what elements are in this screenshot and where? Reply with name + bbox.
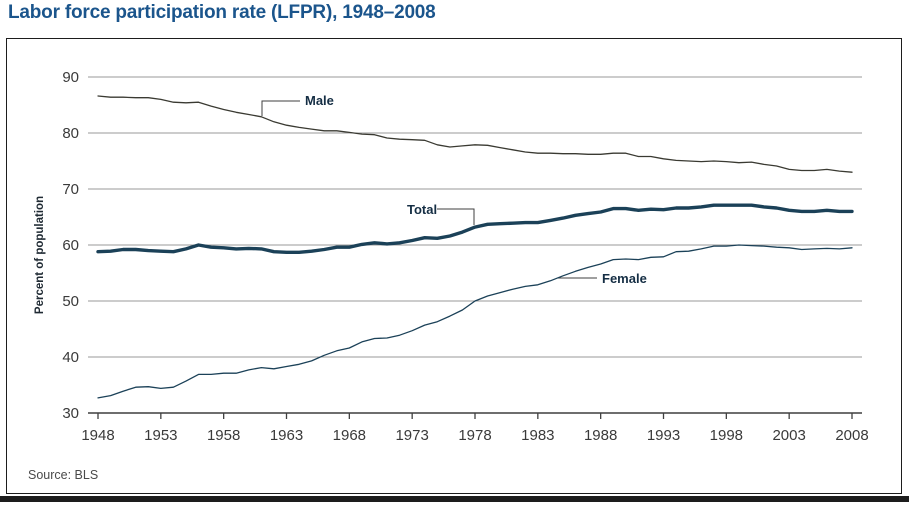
chart-frame bbox=[6, 38, 902, 494]
bottom-rule bbox=[0, 496, 909, 502]
x-tick-label: 1983 bbox=[521, 427, 554, 444]
y-tick-label: 50 bbox=[62, 293, 79, 310]
series-label-female: Female bbox=[602, 271, 647, 286]
x-tick-label: 2003 bbox=[772, 427, 805, 444]
y-tick-label: 30 bbox=[62, 405, 79, 422]
x-tick-label: 1968 bbox=[333, 427, 366, 444]
chart-title: Labor force participation rate (LFPR), 1… bbox=[8, 2, 436, 23]
y-tick-label: 90 bbox=[62, 69, 79, 86]
series-line-total bbox=[96, 203, 854, 255]
y-tick-label: 70 bbox=[62, 181, 79, 198]
y-tick-label: 80 bbox=[62, 125, 79, 142]
x-tick-label: 1993 bbox=[647, 427, 680, 444]
x-tick-label: 1958 bbox=[207, 427, 240, 444]
leader-line-total bbox=[437, 208, 475, 225]
x-tick-label: 1998 bbox=[710, 427, 743, 444]
leader-line-male bbox=[261, 100, 300, 116]
x-tick-label: 2008 bbox=[835, 427, 868, 444]
y-tick-label: 60 bbox=[62, 237, 79, 254]
y-tick-label: 40 bbox=[62, 349, 79, 366]
series-label-total: Total bbox=[407, 202, 437, 217]
x-tick-label: 1978 bbox=[458, 427, 491, 444]
x-tick-label: 1973 bbox=[395, 427, 428, 444]
series-line-female bbox=[97, 244, 853, 399]
series-line-male bbox=[97, 95, 853, 173]
series-label-male: Male bbox=[305, 93, 334, 108]
x-tick-label: 1948 bbox=[81, 427, 114, 444]
x-tick-label: 1963 bbox=[270, 427, 303, 444]
source-note: Source: BLS bbox=[28, 468, 99, 482]
x-tick-label: 1988 bbox=[584, 427, 617, 444]
x-tick-label: 1953 bbox=[144, 427, 177, 444]
